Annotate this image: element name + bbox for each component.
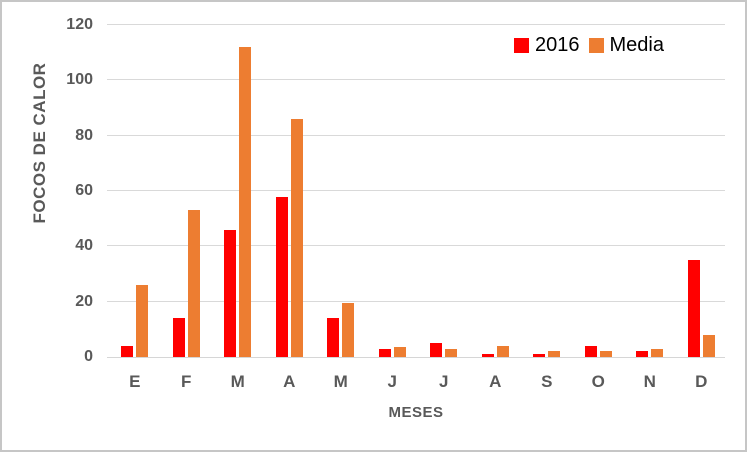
x-tick-label-O-9: O [591, 372, 605, 391]
bar-Media-F-1 [187, 210, 200, 357]
bar-2016-J-5 [378, 348, 391, 357]
bar-2016-A-3 [275, 196, 288, 357]
y-tick-label-120: 120 [66, 16, 93, 33]
bar-2016-E-0 [121, 345, 134, 357]
legend-label-2016: 2016 [535, 34, 580, 56]
bar-Media-J-5 [393, 347, 406, 357]
y-tick-label-100: 100 [66, 71, 93, 89]
x-tick-label-A-7: A [489, 372, 502, 391]
bar-Media-O-9 [599, 351, 612, 357]
bar-2016-M-2 [224, 229, 237, 357]
x-tick-label-E-0: E [129, 372, 141, 391]
y-tick-label-0: 0 [84, 348, 93, 365]
legend-label-Media: Media [609, 34, 664, 56]
bar-2016-J-6 [430, 343, 443, 357]
bar-Media-D-11 [702, 334, 715, 357]
x-tick-label-F-1: F [181, 372, 192, 391]
x-tick-label-N-10: N [643, 372, 656, 391]
y-tick-label-80: 80 [75, 126, 93, 144]
x-tick-label-M-2: M [230, 372, 245, 391]
bar-2016-F-1 [172, 318, 185, 357]
bar-2016-A-7 [481, 354, 494, 357]
bar-2016-S-8 [533, 354, 546, 357]
legend-swatch-2016 [514, 37, 529, 53]
gridline-100 [107, 79, 725, 81]
gridline-40 [107, 245, 725, 247]
x-tick-label-S-8: S [541, 372, 553, 391]
bar-Media-S-8 [548, 351, 561, 357]
x-tick-label-J-6: J [439, 372, 449, 391]
legend-swatch-Media [588, 37, 604, 53]
x-tick-label-M-4: M [333, 372, 348, 391]
bar-Media-M-2 [239, 47, 252, 357]
bar-Media-N-10 [651, 348, 664, 357]
legend-item-Media: Media [588, 34, 664, 56]
bar-2016-D-11 [687, 260, 700, 357]
bar-Media-E-0 [136, 285, 149, 357]
bar-Media-A-7 [496, 345, 509, 357]
x-tick-label-D-11: D [695, 372, 708, 391]
x-tick-label-J-5: J [387, 372, 397, 391]
bar-2016-N-10 [636, 351, 649, 357]
bar-2016-O-9 [584, 345, 597, 357]
y-tick-label-60: 60 [75, 182, 93, 199]
bar-Media-M-4 [342, 303, 355, 357]
plot-area [107, 24, 725, 358]
legend: 2016 Media [514, 35, 664, 55]
gridline-120 [107, 24, 725, 25]
gridline-20 [107, 300, 725, 302]
legend-item-2016: 2016 [514, 35, 580, 55]
y-tick-label-40: 40 [75, 237, 93, 255]
gridline-60 [107, 190, 725, 191]
x-axis-title: MESES [388, 404, 444, 421]
y-tick-label-20: 20 [75, 292, 93, 310]
gridline-80 [107, 134, 725, 136]
bar-2016-M-4 [327, 318, 340, 357]
bar-Media-J-6 [445, 348, 458, 357]
x-tick-label-A-3: A [283, 372, 296, 391]
bar-Media-A-3 [290, 119, 303, 357]
